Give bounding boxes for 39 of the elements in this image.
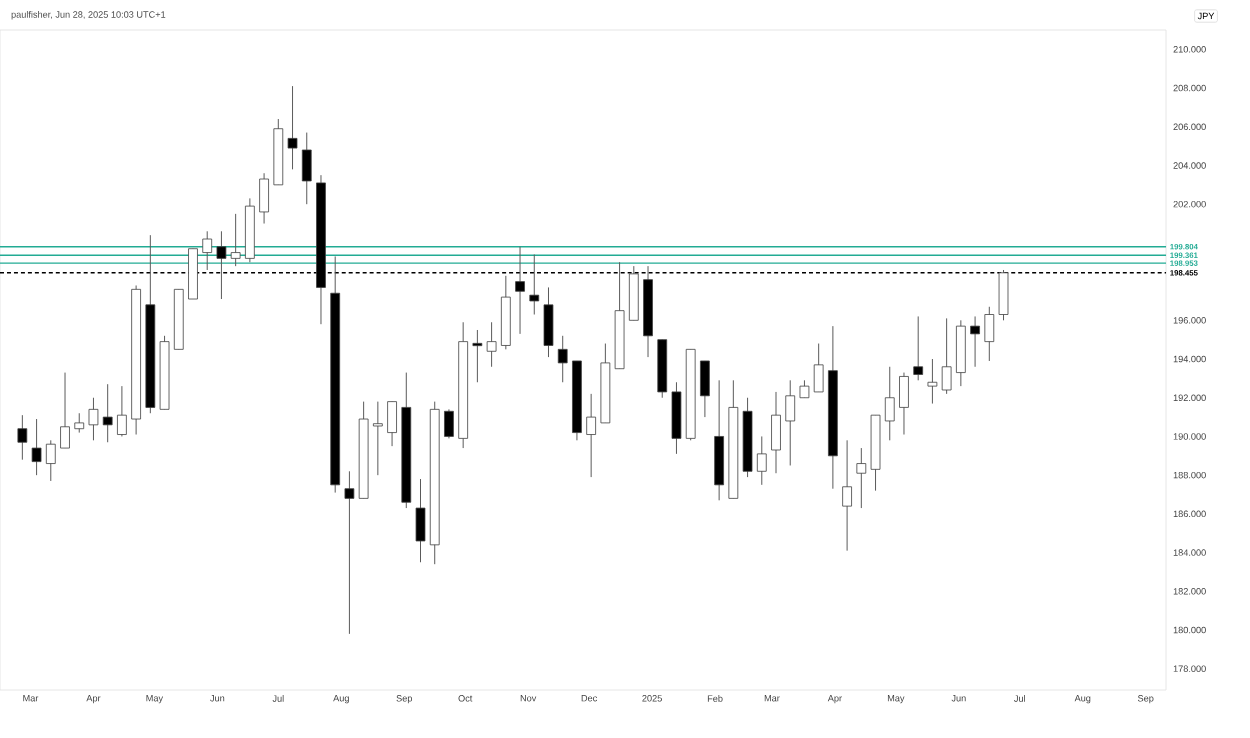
candlestick xyxy=(970,315,980,368)
candlestick xyxy=(628,265,639,321)
candlestick xyxy=(344,470,355,635)
candlestick xyxy=(771,391,781,474)
candlestick xyxy=(856,447,867,509)
candlestick xyxy=(899,372,909,436)
candlestick xyxy=(117,385,127,437)
candlestick xyxy=(415,478,426,563)
candlestick xyxy=(17,414,28,461)
candlestick xyxy=(444,408,454,439)
candlestick xyxy=(842,439,852,552)
candlestick xyxy=(60,372,70,449)
candlestick xyxy=(287,85,298,170)
candlestick xyxy=(586,393,597,478)
candlestick xyxy=(756,435,767,486)
candlestick xyxy=(259,172,269,225)
candlestick xyxy=(102,383,113,443)
candlestick xyxy=(372,401,383,476)
candlestick xyxy=(557,335,568,383)
candlestick xyxy=(998,269,1009,321)
candlestick xyxy=(984,306,995,362)
candlestick xyxy=(913,315,924,381)
candlestick xyxy=(74,412,85,434)
candlestick xyxy=(785,379,796,466)
candlestick xyxy=(543,286,554,358)
candlestick xyxy=(813,343,824,393)
candlestick xyxy=(927,358,938,405)
candlestick xyxy=(202,230,213,271)
candlestick xyxy=(88,397,99,441)
candlestick xyxy=(301,132,312,205)
candlestick xyxy=(31,418,42,476)
candlestick xyxy=(955,319,966,387)
candlestick xyxy=(387,401,397,447)
candlestick xyxy=(884,366,895,441)
candlestick xyxy=(941,317,952,395)
candlestick xyxy=(671,381,682,455)
candlestick xyxy=(700,360,710,418)
candlestick xyxy=(45,439,56,482)
candlestick xyxy=(230,213,241,267)
